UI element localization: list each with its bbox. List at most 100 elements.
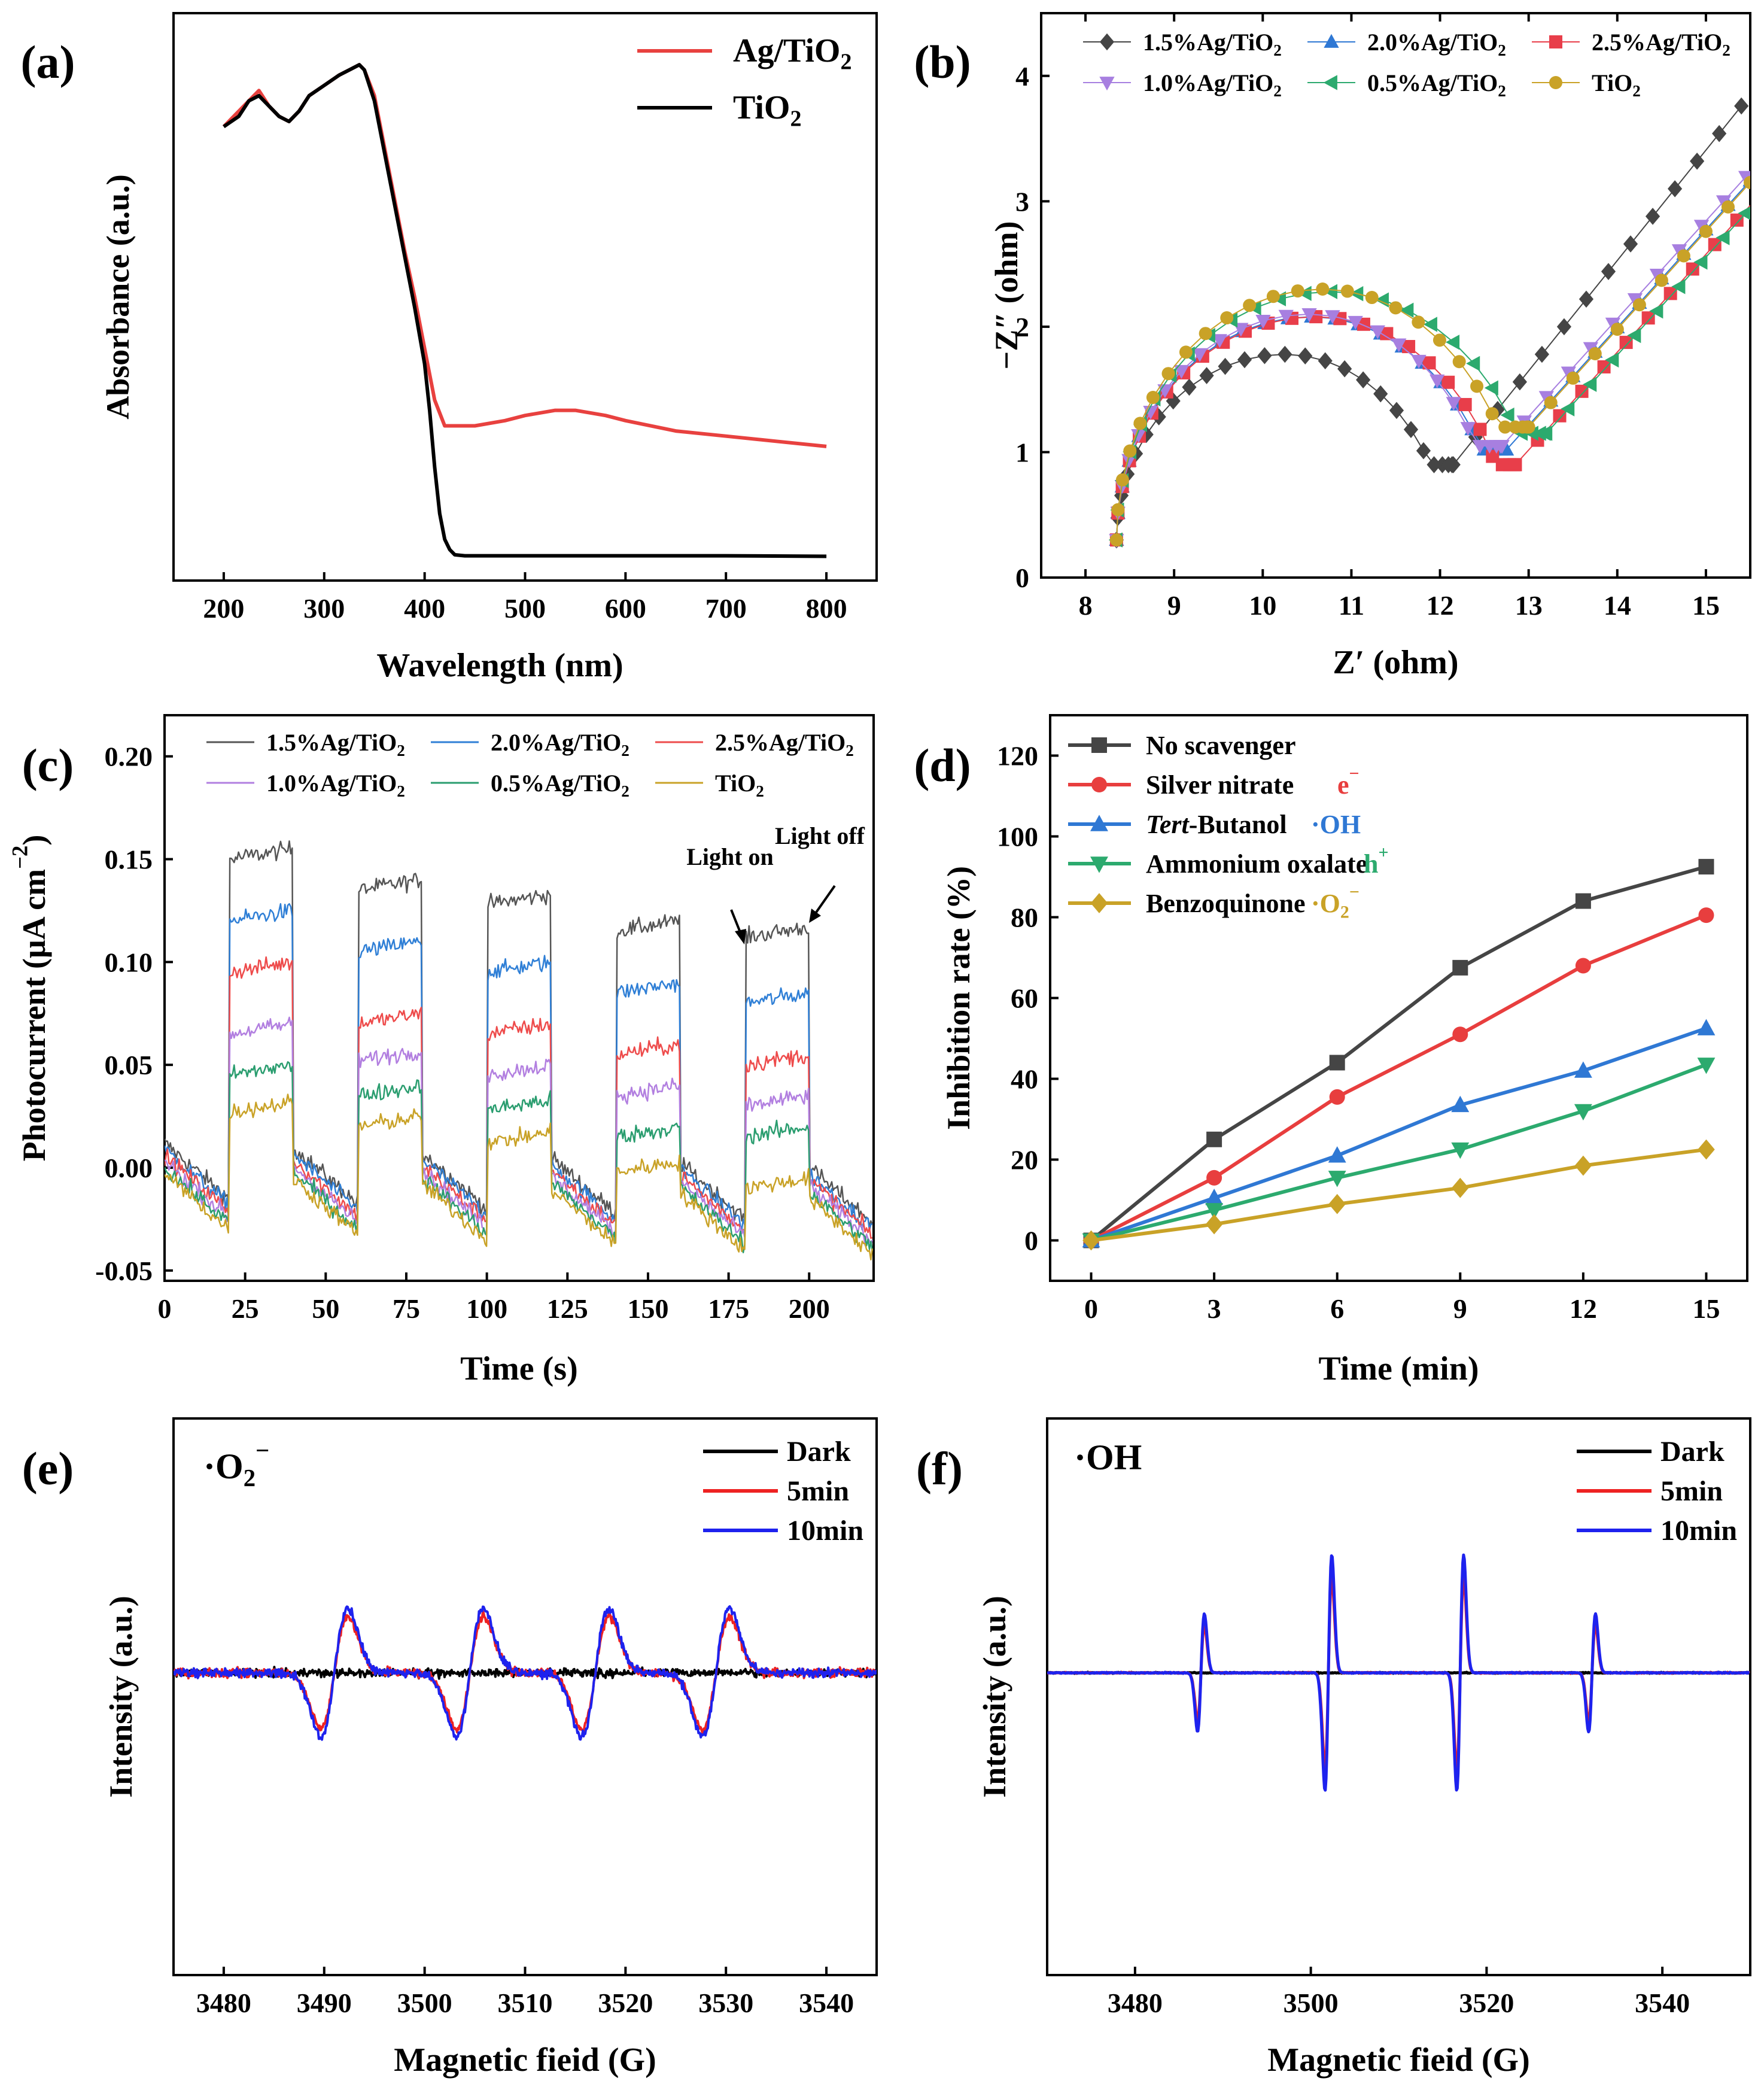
panel-b-data-point [1649, 303, 1663, 319]
panel-b-data-point [1365, 291, 1379, 305]
panel-b-x-tick-label: 15 [1692, 590, 1720, 621]
panel-e-x-tick-label: 3520 [598, 1988, 653, 2018]
panel-b-data-point [1356, 371, 1371, 389]
panel-e-label: (e) [22, 1442, 74, 1494]
panel-b-legend-label: 1.0%Ag/TiO2​ [1143, 69, 1282, 100]
panel-c-legend-label: 2.5%Ag/TiO2​ [715, 729, 854, 760]
panel-d-legend-marker [1090, 856, 1108, 873]
panel-d-y-tick-label: 20 [1011, 1145, 1038, 1175]
panel-f-x-tick-label: 3500 [1284, 1988, 1339, 2018]
panel-b-data-point [1753, 189, 1764, 202]
panel-b-legend-marker [1549, 76, 1562, 89]
panel-d-data-point [1575, 893, 1591, 909]
panel-c-label: (c) [22, 739, 74, 791]
panel-b-data-point [1632, 298, 1646, 312]
panel-b-data-point [1430, 374, 1445, 388]
panel-b-data-point [1667, 180, 1683, 198]
panel-d-data-point [1205, 1203, 1224, 1220]
panel-d-legend-label: Silver nitrate [1146, 770, 1294, 800]
panel-c-legend-label: 0.5%Ag/TiO2​ [491, 770, 629, 800]
panel-b-data-point [1686, 262, 1699, 276]
panel-b-data-point [1605, 352, 1619, 368]
panel-d-legend-label: Benzoquinone [1146, 889, 1306, 918]
panel-b-data-point [1601, 263, 1616, 280]
panel-a-legend-label: TiO2​ [733, 89, 802, 131]
panel-d-legend-marker [1090, 893, 1108, 913]
panel-b-data-point [1452, 355, 1466, 369]
panel-b-legend-label: 2.5%Ag/TiO2​ [1592, 29, 1730, 59]
panel-e-y-axis-label: Intensity (a.u.) [103, 1596, 139, 1798]
panel-b-data-point [1131, 429, 1146, 443]
panel-f-legend-label: 10min [1660, 1515, 1737, 1547]
panel-d-data-point [1451, 1142, 1470, 1159]
panel-b-data-point [1522, 420, 1535, 434]
panel-b-data-point [1738, 206, 1750, 220]
panel-d-series-line [1090, 1026, 1707, 1242]
panel-b-data-point [1534, 345, 1550, 363]
panel-b-data-point [1412, 315, 1425, 329]
panel-f-x-tick-label: 3520 [1459, 1988, 1514, 2018]
panel-b-data-point [1423, 317, 1437, 332]
panel-d-legend-species: ·OH [1311, 810, 1361, 839]
panel-c-series-line [165, 1061, 874, 1254]
panel-b-data-point [1266, 290, 1280, 303]
panel-c-series-line [165, 903, 873, 1232]
panel-b-axes-frame [1040, 12, 1751, 579]
panel-b-data-point [1422, 356, 1436, 370]
panel-d-y-tick-label: 80 [1011, 903, 1038, 933]
panel-d-series-line [1090, 1063, 1707, 1242]
panel-b-data-point [1466, 356, 1480, 372]
panel-d-x-tick-label: 3 [1208, 1293, 1221, 1324]
panel-b-legend-marker [1099, 33, 1115, 51]
panel-c-series-line [165, 1093, 874, 1261]
panel-b-data-point [1237, 351, 1252, 369]
panel-b-data-point [1389, 301, 1403, 315]
panel-f-x-axis-label: Magnetic fieid (G) [1267, 2042, 1530, 2079]
panel-b-data-point [1730, 213, 1744, 227]
panel-b-data-point [1433, 333, 1446, 347]
panel-c-series-line [165, 956, 873, 1239]
panel-e: 3480 3490 3500 3510 3520 3530 3540 (e) ·O2​−​ Mag… [22, 1417, 878, 2079]
panel-b-data-point [1199, 367, 1214, 384]
panel-f-series-line [1047, 1553, 1750, 1792]
panel-f-label: (f) [916, 1442, 963, 1494]
panel-f-axes-frame [1046, 1417, 1751, 1976]
panel-b-x-tick-label: 13 [1515, 590, 1543, 621]
panel-c-y-tick-label: -0.05 [95, 1256, 153, 1286]
panel-b-data-point [1512, 373, 1527, 391]
panel-d-legend-label: Ammonium oxalate [1146, 849, 1367, 879]
panel-b-x-axis-label: Z′ (ohm) [1333, 644, 1458, 681]
panel-d-data-point [1452, 959, 1468, 976]
panel-b-data-point [1400, 302, 1414, 318]
panel-c-legend-label: 2.0%Ag/TiO2​ [491, 729, 629, 760]
panel-b-data-point [1470, 379, 1484, 393]
panel-b-data-point [1133, 417, 1147, 430]
panel-b-legend-label: TiO2​ [1592, 69, 1641, 100]
panel-b-data-point [1538, 426, 1553, 441]
panel-b-data-point [1391, 338, 1407, 353]
panel-d-data-point [1574, 1061, 1592, 1078]
panel-b-data-point [1734, 97, 1749, 115]
panel-c-x-tick-label: 175 [708, 1293, 749, 1324]
panel-e-title: ·O2​−​ [203, 1437, 269, 1491]
panel-d-data-point [1082, 1230, 1100, 1251]
panel-b-data-point [1298, 347, 1313, 365]
panel-b-data-point [1357, 317, 1370, 331]
panel-b-x-tick-label: 11 [1339, 590, 1364, 621]
panel-d-x-tick-label: 12 [1570, 1293, 1597, 1324]
panel-d-y-tick-label: 40 [1011, 1064, 1038, 1095]
panel-c-x-tick-label: 200 [789, 1293, 830, 1324]
panel-b-data-point [1498, 420, 1512, 434]
panel-b-data-point [1500, 407, 1514, 423]
panel-f-x-tick-label: 3480 [1108, 1988, 1163, 2018]
panel-e-series-line [174, 1605, 877, 1741]
panel-b-y-tick-label: 1 [1015, 437, 1029, 467]
panel-b-data-point [1316, 282, 1330, 296]
panel-b-data-point [1337, 360, 1352, 378]
panel-b-data-point [1712, 124, 1727, 142]
panel-b-data-point [1411, 354, 1427, 369]
panel-a-label: (a) [21, 36, 75, 88]
panel-b-data-point [1623, 235, 1638, 253]
panel-b-data-point [1610, 323, 1624, 336]
